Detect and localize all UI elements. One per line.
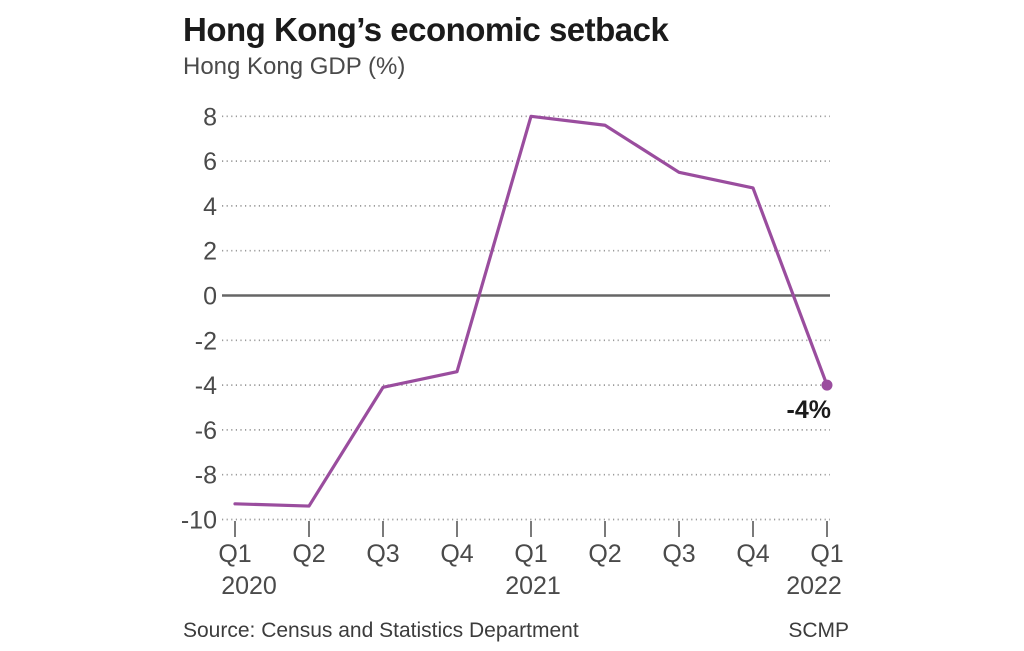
x-tick-label: Q1 <box>810 540 843 568</box>
x-tick-label: Q1 <box>514 540 547 568</box>
year-label: 2020 <box>221 572 277 600</box>
y-tick-label: -8 <box>195 462 217 490</box>
source-note: Source: Census and Statistics Department <box>183 619 579 642</box>
y-tick-label: -2 <box>195 327 217 355</box>
y-tick-label: 4 <box>203 193 217 221</box>
y-tick-label: -4 <box>195 372 217 400</box>
chart-footer: Source: Census and Statistics Department… <box>183 619 849 643</box>
y-tick-label: -6 <box>195 417 217 445</box>
x-tick-label: Q3 <box>662 540 695 568</box>
y-tick-label: 8 <box>203 103 217 131</box>
gdp-line <box>233 114 829 508</box>
x-tick-label: Q3 <box>366 540 399 568</box>
y-tick-label: 6 <box>203 148 217 176</box>
y-tick-label: 2 <box>203 238 217 266</box>
y-tick-label: 0 <box>203 283 217 311</box>
year-label: 2022 <box>786 572 842 600</box>
x-tick-label: Q4 <box>440 540 473 568</box>
chart-subtitle: Hong Kong GDP (%) <box>183 53 406 80</box>
end-point-annotation: -4% <box>787 396 831 424</box>
credit-note: SCMP <box>788 619 849 642</box>
chart-title: Hong Kong’s economic setback <box>183 11 669 48</box>
x-tick-label: Q4 <box>736 540 769 568</box>
x-tick-label: Q2 <box>588 540 621 568</box>
year-label: 2021 <box>505 572 561 600</box>
y-tick-label: -10 <box>181 507 217 535</box>
end-point-dot <box>821 379 833 391</box>
x-tick-label: Q1 <box>218 540 251 568</box>
x-tick-label: Q2 <box>292 540 325 568</box>
